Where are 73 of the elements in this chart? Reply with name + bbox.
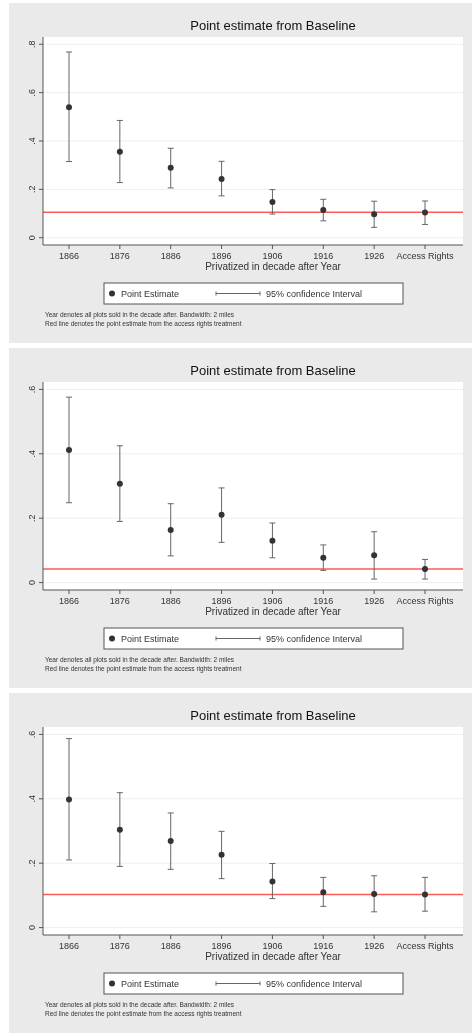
y-tick-label: .8 bbox=[27, 40, 37, 49]
chart-title: Point estimate from Baseline bbox=[190, 708, 356, 723]
text: 95% confidence Interval bbox=[266, 289, 363, 299]
point bbox=[66, 446, 72, 453]
x-axis-title: Privatized in decade after Year bbox=[205, 606, 342, 617]
point bbox=[66, 104, 72, 111]
y-tick-label: .6 bbox=[27, 385, 37, 394]
x-tick-label: 1926 bbox=[364, 251, 385, 261]
point bbox=[218, 175, 225, 182]
x-tick-label: 1876 bbox=[109, 941, 130, 951]
x-tick-label: 1916 bbox=[313, 596, 334, 606]
point bbox=[371, 211, 378, 218]
y-tick-label: .4 bbox=[27, 795, 37, 803]
text: 95% confidence Interval bbox=[266, 634, 363, 644]
x-tick-label: Access Rights bbox=[396, 941, 454, 951]
point bbox=[167, 527, 174, 534]
point bbox=[320, 554, 327, 561]
x-tick-label: 1926 bbox=[364, 596, 385, 606]
x-tick-label: Access Rights bbox=[396, 251, 454, 261]
y-tick-label: .2 bbox=[27, 859, 37, 867]
legend-label: Point Estimate bbox=[121, 979, 180, 989]
x-tick-label: 1876 bbox=[109, 596, 130, 606]
text: 95% confidence Interval bbox=[266, 979, 363, 989]
x-tick-label: 1906 bbox=[262, 596, 283, 606]
x-tick-label: 1886 bbox=[160, 941, 181, 951]
y-tick-label: .2 bbox=[27, 514, 37, 522]
x-tick-label: 1886 bbox=[160, 596, 181, 606]
x-tick-label: Access Rights bbox=[396, 596, 454, 606]
y-tick-label: 0 bbox=[27, 235, 37, 241]
x-tick-label: 1906 bbox=[262, 251, 283, 261]
x-tick-label: 1906 bbox=[262, 941, 283, 951]
y-tick-label: .4 bbox=[27, 137, 37, 145]
y-tick-label: 0 bbox=[27, 925, 37, 931]
point bbox=[269, 537, 276, 544]
x-tick-label: 1896 bbox=[211, 251, 232, 261]
y-tick-label: .6 bbox=[27, 730, 37, 739]
x-tick-label: 1866 bbox=[58, 251, 80, 261]
point bbox=[371, 891, 378, 898]
chart-title: Point estimate from Baseline bbox=[190, 363, 356, 378]
x-axis-title: Privatized in decade after Year bbox=[205, 261, 342, 272]
point bbox=[269, 878, 276, 885]
point bbox=[218, 851, 225, 858]
point bbox=[269, 198, 276, 205]
point bbox=[66, 796, 72, 803]
chart-title: Point estimate from Baseline bbox=[190, 18, 356, 33]
point bbox=[320, 889, 327, 896]
y-tick-label: .6 bbox=[27, 88, 37, 97]
point bbox=[116, 148, 123, 155]
y-tick-label: 0 bbox=[27, 580, 37, 586]
y-tick-label: .4 bbox=[27, 450, 37, 458]
x-tick-label: 1896 bbox=[211, 596, 232, 606]
x-tick-label: 1886 bbox=[160, 251, 181, 261]
x-tick-label: 1866 bbox=[58, 941, 80, 951]
point bbox=[371, 552, 378, 559]
legend-label: Point Estimate bbox=[121, 634, 180, 644]
point bbox=[167, 164, 174, 171]
point bbox=[167, 837, 174, 844]
x-tick-label: 1866 bbox=[58, 596, 80, 606]
x-tick-label: 1916 bbox=[313, 251, 334, 261]
point bbox=[116, 826, 123, 833]
x-axis-title: Privatized in decade after Year bbox=[205, 951, 342, 962]
x-tick-label: 1916 bbox=[313, 941, 334, 951]
x-tick-label: 1926 bbox=[364, 941, 385, 951]
point bbox=[422, 891, 428, 898]
point bbox=[320, 206, 327, 213]
point bbox=[422, 566, 428, 573]
point bbox=[116, 480, 123, 487]
point bbox=[218, 511, 225, 518]
legend-label: Point Estimate bbox=[121, 289, 180, 299]
x-tick-label: 1876 bbox=[109, 251, 130, 261]
y-tick-label: .2 bbox=[27, 185, 37, 194]
x-tick-label: 1896 bbox=[211, 941, 232, 951]
point bbox=[422, 209, 428, 216]
